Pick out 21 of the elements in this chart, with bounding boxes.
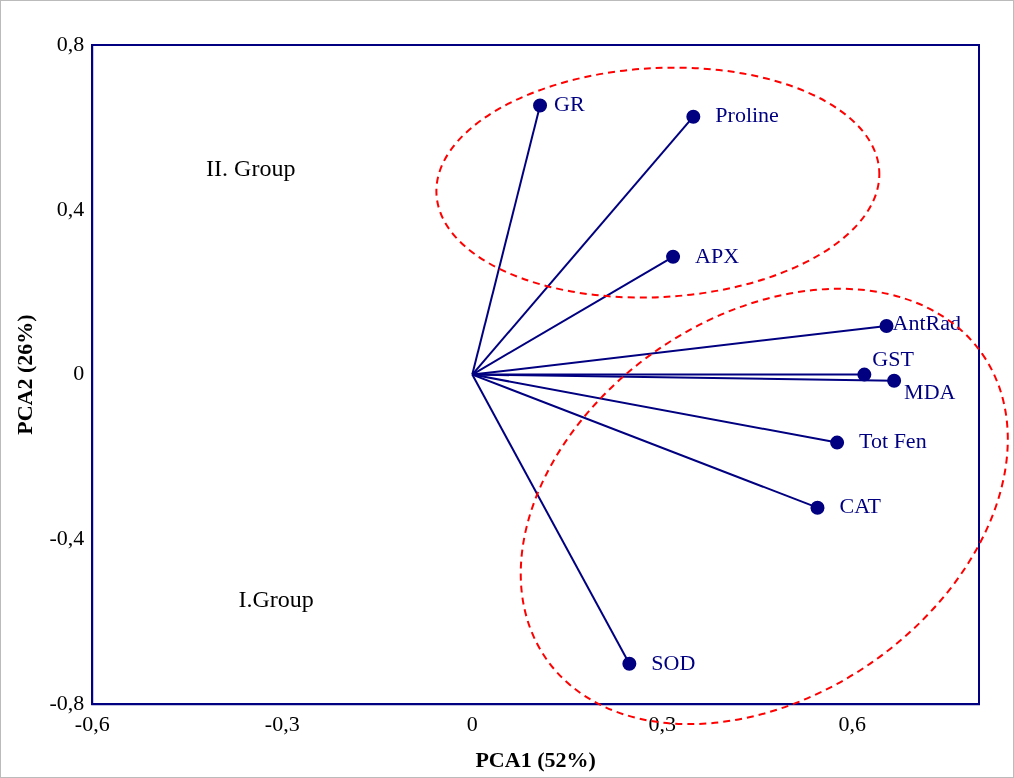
- x-axis-title: PCA1 (52%): [475, 747, 596, 773]
- series-label: GST: [872, 346, 915, 372]
- x-tick-label: 0,6: [838, 711, 867, 737]
- x-tick-label: -0,3: [264, 711, 300, 737]
- series-label: Tot Fen: [859, 428, 927, 454]
- y-tick-label: 0,8: [56, 30, 85, 56]
- series-label: MDA: [904, 378, 956, 404]
- series-label: CAT: [839, 493, 882, 519]
- x-tick-label: 0: [466, 711, 478, 737]
- annotation: II. Group: [206, 155, 296, 183]
- y-tick-label: 0: [73, 360, 85, 386]
- x-tick-label: 0,3: [648, 711, 677, 737]
- series-label: GR: [554, 91, 585, 117]
- y-tick-label: 0,4: [56, 195, 85, 221]
- series-label: Proline: [715, 102, 779, 128]
- series-label: APX: [695, 242, 740, 268]
- y-axis-title: PCA2 (26%): [11, 314, 37, 435]
- y-tick-label: -0,4: [49, 525, 85, 551]
- annotation: I.Group: [238, 585, 314, 613]
- series-label: SOD: [651, 649, 696, 675]
- series-label: AntRad: [892, 309, 961, 335]
